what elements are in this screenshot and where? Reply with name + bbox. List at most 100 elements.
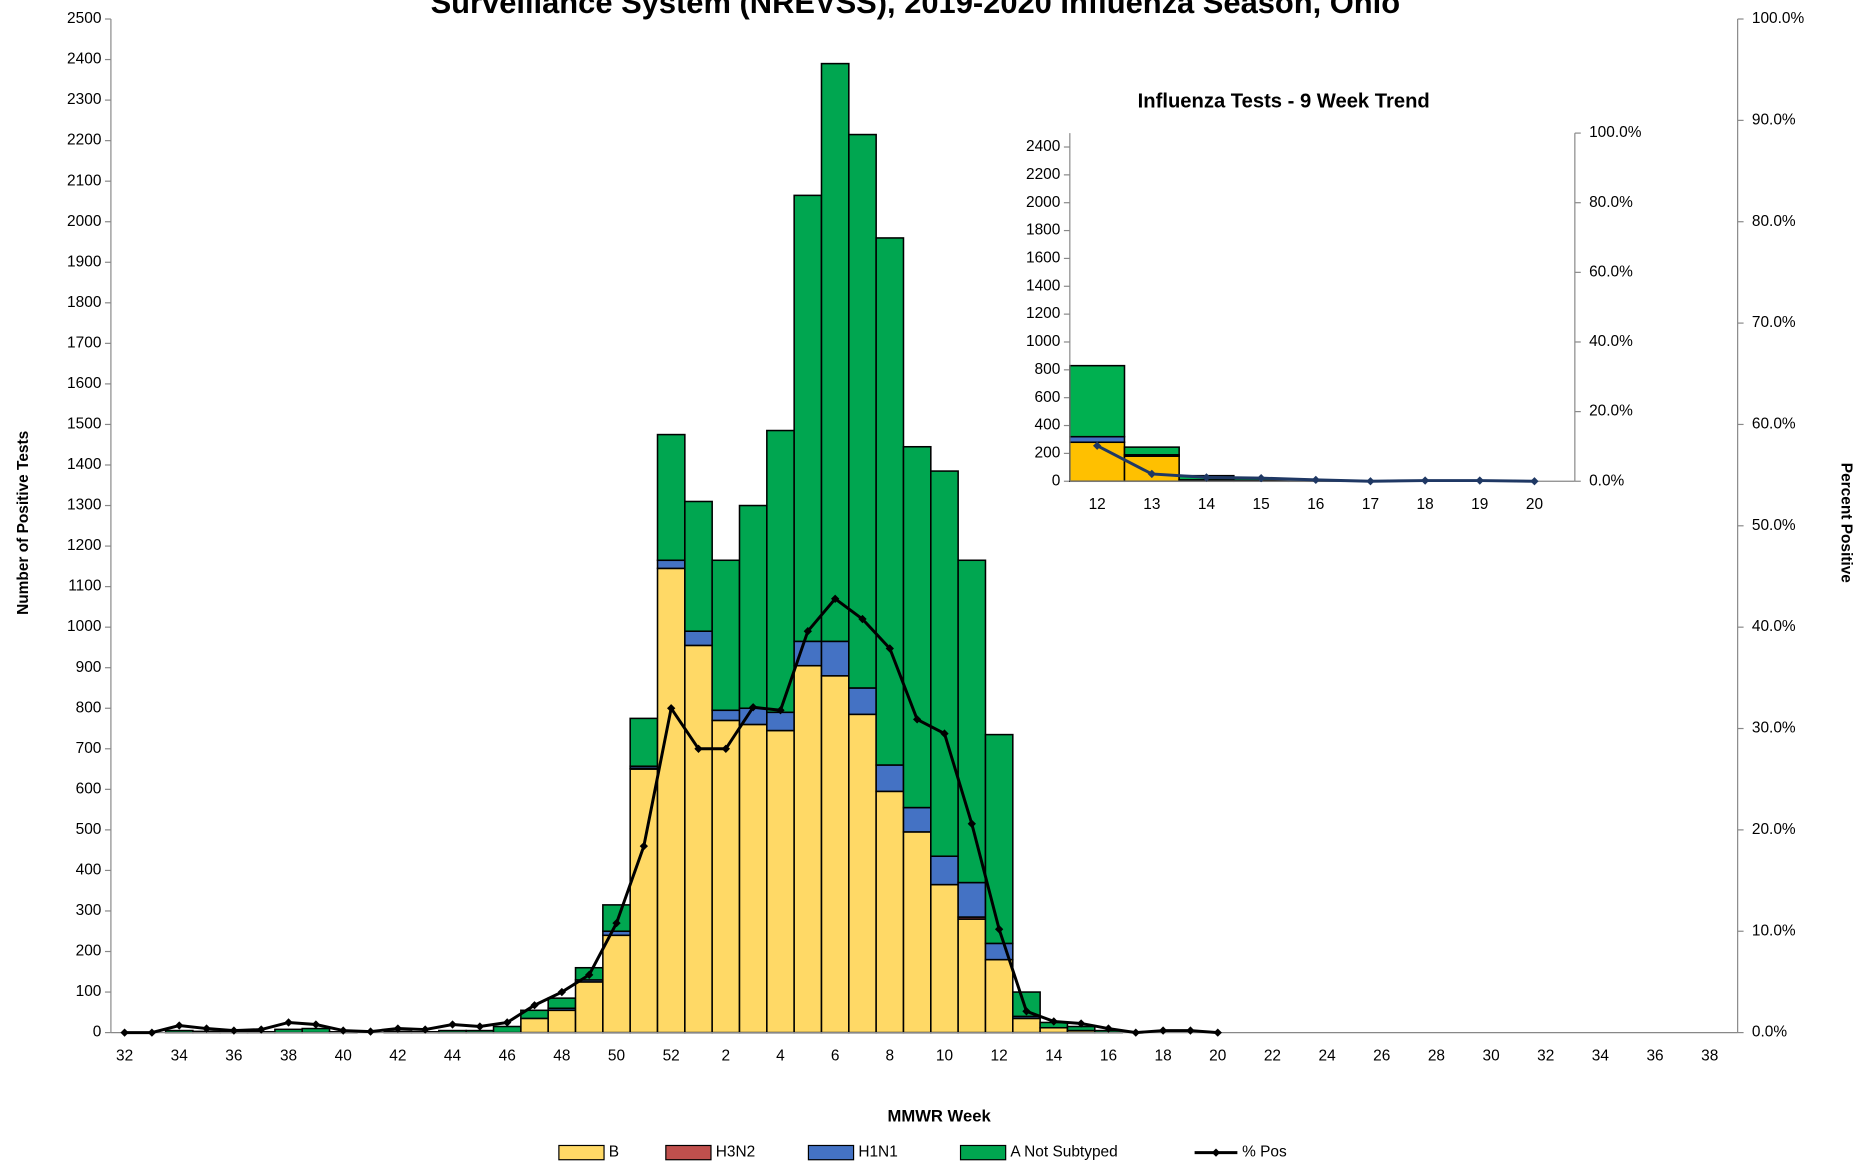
- bar-segment: [902, 806, 932, 833]
- bar-segment: [848, 687, 877, 716]
- line-marker: [202, 1024, 211, 1033]
- x-tick-label: 48: [553, 1047, 570, 1064]
- y-tick-label: 2400: [1026, 138, 1060, 155]
- y-tick-label: 1100: [68, 578, 101, 595]
- legend-label: H3N2: [716, 1144, 755, 1161]
- y2-tick-label: 50.0%: [1752, 517, 1796, 534]
- bar-segment: [547, 1009, 577, 1034]
- x-tick-label: 40: [335, 1047, 352, 1064]
- y-tick-label: 1000: [67, 618, 101, 635]
- line-marker: [994, 925, 1004, 934]
- line-marker: [1420, 476, 1430, 485]
- x-tick-label: 4: [776, 1047, 785, 1064]
- x-tick-label: 19: [1471, 496, 1488, 513]
- x-tick-label: 52: [663, 1047, 680, 1064]
- y-tick-label: 2000: [1026, 194, 1060, 211]
- x-tick-label: 16: [1100, 1047, 1117, 1064]
- y-tick-label: 1700: [67, 334, 101, 351]
- y-tick-label: 1200: [67, 537, 101, 554]
- bar-segment: [711, 719, 741, 1034]
- bar-segment: [547, 997, 577, 1010]
- x-tick-label: 12: [1089, 496, 1106, 513]
- bar-segment: [629, 717, 659, 767]
- line-marker: [503, 1018, 512, 1027]
- y-tick-label: 100: [76, 983, 102, 1000]
- x-tick-label: 38: [1701, 1047, 1718, 1064]
- line-marker: [393, 1024, 403, 1033]
- x-tick-label: 46: [499, 1047, 516, 1064]
- line-marker: [339, 1026, 348, 1035]
- y-tick-label: 1200: [1026, 305, 1060, 322]
- y2-tick-label: 40.0%: [1752, 618, 1796, 635]
- y-tick-label: 2100: [67, 172, 101, 189]
- y-tick-label: 1400: [1026, 277, 1060, 294]
- bar-segment: [684, 630, 713, 647]
- y2-tick-label: 10.0%: [1752, 922, 1796, 939]
- bar-segment: [984, 958, 1014, 1034]
- x-tick-label: 32: [1537, 1047, 1554, 1064]
- y2-tick-label: 0.0%: [1589, 472, 1624, 489]
- y2-tick-label: 20.0%: [1752, 821, 1796, 838]
- bar-segment: [1069, 435, 1126, 444]
- x-tick-label: 24: [1319, 1047, 1337, 1064]
- y-tick-label: 1800: [1026, 222, 1060, 239]
- x-tick-label: 14: [1045, 1047, 1063, 1064]
- x-tick-label: 42: [389, 1047, 406, 1064]
- line-marker: [257, 1025, 266, 1034]
- bar-segment: [656, 559, 686, 570]
- line-marker: [830, 594, 840, 603]
- line-marker: [448, 1020, 457, 1029]
- x-tick-label: 36: [225, 1047, 242, 1064]
- x-tick-label: 32: [116, 1047, 133, 1064]
- bar-segment: [793, 194, 823, 643]
- legend-swatch: [665, 1144, 712, 1161]
- legend-label: % Pos: [1242, 1144, 1287, 1161]
- bar-segment: [875, 237, 905, 766]
- line-marker: [1158, 1026, 1168, 1035]
- line-marker: [912, 715, 922, 724]
- bar-segment: [766, 711, 795, 732]
- x-tick-label: 26: [1373, 1047, 1390, 1064]
- y-tick-label: 2400: [67, 51, 101, 68]
- y2-tick-label: 80.0%: [1589, 194, 1633, 211]
- x-axis-title: MMWR Week: [888, 1106, 992, 1125]
- x-tick-label: 8: [886, 1047, 895, 1064]
- line-marker: [557, 987, 567, 997]
- y-tick-label: 200: [76, 943, 102, 960]
- line-marker: [612, 918, 621, 928]
- y2-tick-label: 0.0%: [1752, 1024, 1787, 1041]
- bar-segment: [1012, 1017, 1041, 1034]
- x-tick-label: 38: [280, 1047, 297, 1064]
- x-tick-label: 30: [1482, 1047, 1499, 1064]
- line-marker: [639, 841, 649, 851]
- bar-segment: [930, 855, 959, 886]
- line-marker: [284, 1018, 293, 1027]
- y2-tick-label: 90.0%: [1752, 111, 1796, 128]
- y-tick-label: 2000: [67, 213, 101, 230]
- line-marker: [694, 744, 703, 753]
- x-tick-label: 36: [1646, 1047, 1663, 1064]
- bar-segment: [793, 664, 823, 1034]
- y2-tick-label: 30.0%: [1752, 720, 1796, 737]
- y-tick-label: 800: [76, 699, 102, 716]
- line-marker: [776, 706, 785, 715]
- line-marker: [1213, 1028, 1222, 1037]
- bar-segment: [957, 918, 987, 1034]
- y-tick-label: 1600: [1026, 250, 1060, 267]
- bar-segment: [820, 675, 850, 1034]
- bar-segment: [848, 713, 877, 1034]
- x-tick-label: 34: [171, 1047, 189, 1064]
- y-tick-label: 2500: [67, 10, 101, 27]
- y-axis-title: Number of Positive Tests: [15, 431, 32, 615]
- y-tick-label: 400: [76, 862, 102, 879]
- line-marker: [311, 1020, 321, 1029]
- y2-tick-label: 100.0%: [1589, 124, 1642, 141]
- y-tick-label: 1600: [67, 375, 101, 392]
- x-tick-label: 28: [1428, 1047, 1445, 1064]
- y-tick-label: 0: [1052, 472, 1061, 489]
- x-tick-label: 14: [1198, 496, 1216, 513]
- y-tick-label: 500: [76, 821, 102, 838]
- x-tick-label: 20: [1209, 1047, 1226, 1064]
